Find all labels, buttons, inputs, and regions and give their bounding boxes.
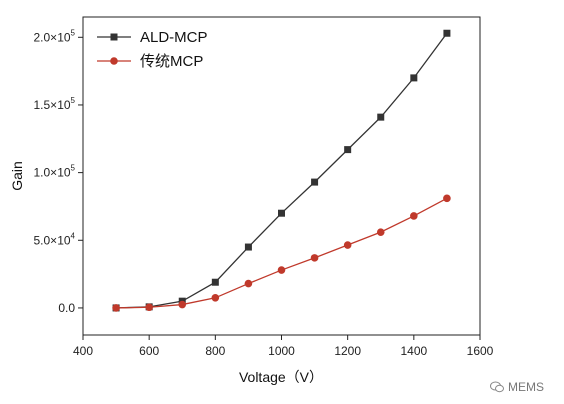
data-point — [377, 113, 385, 121]
data-point — [311, 178, 319, 186]
x-tick-label: 600 — [139, 344, 159, 358]
watermark: MEMS — [490, 380, 544, 394]
data-point — [410, 74, 418, 82]
watermark-text: MEMS — [508, 380, 544, 394]
data-point — [178, 300, 187, 309]
x-tick-label: 400 — [73, 344, 93, 358]
data-point — [244, 243, 252, 251]
data-point — [310, 254, 319, 262]
data-point — [410, 212, 418, 220]
y-tick-label: 5.0×104 — [34, 231, 76, 247]
x-axis: 400 600 800 1000 1200 1400 1600 — [73, 335, 494, 358]
data-point — [344, 146, 352, 154]
y-tick-label: 0.0 — [58, 301, 75, 315]
data-point — [145, 303, 153, 312]
legend-label: ALD-MCP — [140, 29, 208, 46]
y-tick-label: 1.0×105 — [34, 164, 76, 180]
legend-marker — [110, 33, 118, 41]
legend-marker — [110, 57, 118, 65]
data-point — [376, 228, 385, 236]
data-point — [343, 241, 352, 249]
data-point — [112, 304, 120, 312]
data-point — [211, 278, 219, 286]
y-tick-label: 2.0×105 — [34, 28, 76, 44]
data-point — [244, 279, 253, 288]
y-axis: 0.0 5.0×104 1.0×105 1.5×105 2.0×105 — [34, 28, 83, 315]
x-tick-label: 800 — [205, 344, 225, 358]
data-point — [211, 293, 220, 302]
x-axis-title: Voltage（V） — [239, 369, 323, 385]
y-tick-label: 1.5×105 — [34, 96, 76, 112]
legend: ALD-MCP 传统MCP — [97, 29, 208, 70]
x-tick-label: 1400 — [400, 344, 427, 358]
x-tick-label: 1600 — [467, 344, 494, 358]
x-tick-label: 1000 — [268, 344, 295, 358]
legend-label: 传统MCP — [140, 53, 203, 70]
data-point — [443, 29, 451, 37]
data-point — [443, 194, 451, 203]
y-axis-title: Gain — [9, 161, 25, 191]
data-point — [278, 209, 285, 217]
series-layer — [112, 29, 451, 312]
x-tick-label: 1200 — [334, 344, 361, 358]
wechat-icon — [490, 381, 504, 393]
data-point — [277, 266, 286, 274]
